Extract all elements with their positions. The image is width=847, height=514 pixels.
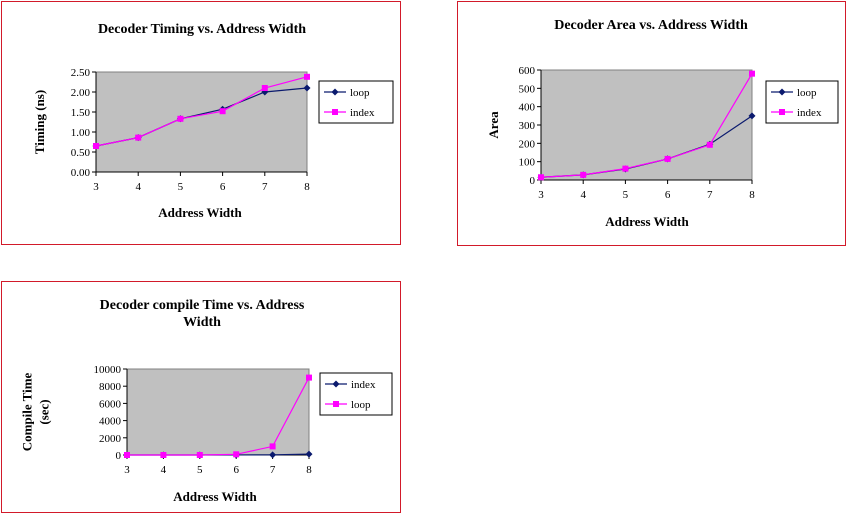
- x-tick-label: 7: [707, 189, 713, 201]
- data-point-index: [538, 174, 544, 181]
- data-point-loop: [124, 452, 130, 458]
- legend-marker-loop: [333, 401, 339, 407]
- y-tick-label: 1.50: [71, 107, 91, 119]
- chart-title-line: Decoder compile Time vs. Address: [100, 298, 305, 313]
- x-axis-label: Address Width: [605, 214, 689, 229]
- y-tick-label: 500: [519, 83, 536, 95]
- timing-chart: Decoder Timing vs. Address Width 0.00 0.50…: [32, 22, 394, 220]
- chart-title-line: Width: [183, 315, 221, 330]
- legend-label-loop: loop: [351, 399, 371, 411]
- chart-title-line: Decoder Area vs. Address Width: [554, 18, 748, 33]
- data-point-loop: [306, 374, 312, 381]
- data-point-index: [261, 85, 268, 91]
- x-tick-label: 6: [220, 181, 226, 193]
- legend-label-loop: loop: [797, 87, 817, 99]
- timing-chart-panel: Decoder Timing vs. Address Width 0.00 0.50…: [1, 1, 401, 245]
- y-tick-label: 2.50: [71, 67, 91, 79]
- legend-marker-loop: [331, 88, 339, 96]
- y-tick-label: 0: [530, 175, 536, 187]
- x-tick-label: 4: [161, 464, 167, 476]
- x-axis-label: Address Width: [173, 489, 257, 504]
- x-tick-label: 3: [93, 181, 99, 193]
- y-tick-label: 0.50: [71, 147, 91, 159]
- plot-area: [540, 69, 753, 181]
- x-tick-label: 6: [665, 189, 671, 201]
- legend-box: [319, 372, 393, 416]
- y-tick-label: 0.00: [71, 167, 91, 179]
- data-point-index: [219, 108, 226, 115]
- y-tick-label: 8000: [99, 381, 122, 393]
- legend-label-index: index: [797, 107, 822, 119]
- x-tick-label: 5: [178, 181, 184, 193]
- data-point-index: [269, 451, 277, 459]
- y-tick-label: 300: [519, 120, 536, 132]
- plot-area: [95, 71, 308, 173]
- data-point-index: [93, 143, 99, 149]
- legend-label-loop: loop: [350, 87, 370, 99]
- y-tick-label: 4000: [99, 416, 122, 428]
- x-tick-label: 3: [124, 464, 130, 476]
- x-tick-label: 6: [233, 464, 239, 476]
- x-tick-label: 8: [749, 189, 755, 201]
- series-line-loop: [127, 377, 310, 456]
- data-point-loop: [303, 84, 311, 92]
- legend-marker-loop: [778, 88, 786, 96]
- y-tick-label: 1.00: [71, 127, 91, 139]
- data-point-loop: [160, 452, 167, 458]
- y-axis-label: Compile Time: [20, 372, 35, 451]
- legend-marker-index: [332, 109, 338, 115]
- legend-box: [318, 80, 394, 124]
- data-point-loop: [748, 112, 756, 120]
- x-axis-label: Address Width: [158, 205, 242, 220]
- x-tick-label: 5: [197, 464, 203, 476]
- data-point-index: [177, 115, 184, 122]
- data-point-index: [706, 141, 713, 148]
- y-tick-label: 6000: [99, 398, 122, 410]
- y-tick-label: 100: [519, 157, 536, 169]
- y-tick-label: 600: [519, 65, 536, 77]
- legend-marker-index: [332, 380, 340, 388]
- y-tick-label: 2000: [99, 433, 122, 445]
- data-point-index: [305, 450, 313, 458]
- y-tick-label: 0: [116, 450, 122, 462]
- compile-time-chart-panel: Decoder compile Time vs. Address Width 0 20…: [1, 281, 401, 513]
- x-tick-label: 7: [270, 464, 276, 476]
- legend-marker-index: [779, 109, 785, 115]
- legend-label-index: index: [351, 379, 376, 391]
- area-chart: Decoder Area vs. Address Width 0 100 200 300…: [486, 18, 839, 229]
- data-point-index: [304, 73, 310, 80]
- series-line-index: [95, 76, 308, 147]
- y-axis-label: Timing (ns): [32, 90, 47, 154]
- x-tick-label: 3: [538, 189, 544, 201]
- y-tick-label: 2.00: [71, 87, 91, 99]
- data-point-index: [664, 155, 671, 162]
- data-point-index: [622, 165, 629, 172]
- data-point-index: [580, 171, 587, 178]
- x-tick-label: 5: [623, 189, 629, 201]
- x-tick-label: 4: [135, 181, 141, 193]
- data-point-loop: [233, 451, 240, 458]
- x-tick-label: 4: [580, 189, 586, 201]
- area-chart-panel: Decoder Area vs. Address Width 0 100 200 300…: [457, 1, 846, 246]
- compile-time-chart: Decoder compile Time vs. Address Width 0 20…: [20, 298, 393, 504]
- data-point-index: [749, 70, 755, 77]
- chart-title-line: Decoder Timing vs. Address Width: [98, 22, 306, 37]
- series-line-index: [540, 73, 753, 178]
- legend-box: [765, 80, 839, 124]
- y-tick-label: 200: [519, 138, 536, 150]
- legend-label-index: index: [350, 107, 375, 119]
- y-axis-label: Area: [486, 111, 501, 139]
- x-tick-label: 7: [262, 181, 268, 193]
- y-axis-label: (sec): [37, 399, 52, 424]
- y-tick-label: 10000: [94, 364, 122, 376]
- y-tick-label: 400: [519, 102, 536, 114]
- plot-area: [126, 368, 310, 456]
- data-point-loop: [269, 443, 276, 450]
- data-point-index: [135, 134, 142, 141]
- x-tick-label: 8: [304, 181, 310, 193]
- data-point-loop: [196, 452, 203, 458]
- x-tick-label: 8: [306, 464, 312, 476]
